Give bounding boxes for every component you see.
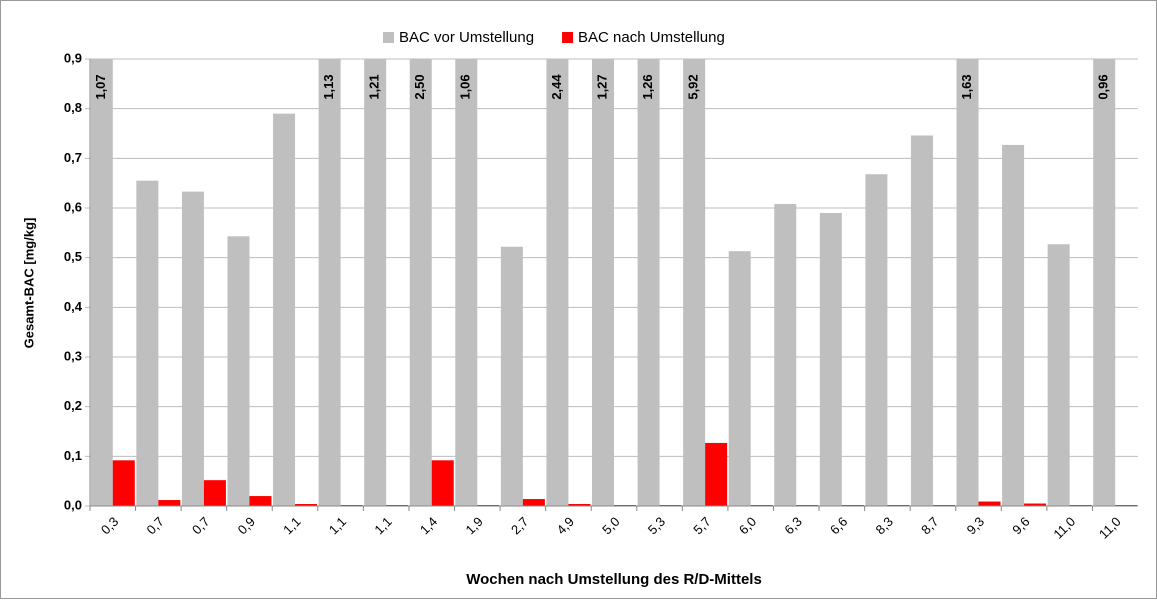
bar <box>728 251 751 506</box>
bar <box>249 496 272 506</box>
value-label: 1,63 <box>959 74 974 99</box>
y-tick-label: 0,5 <box>64 249 82 264</box>
bar <box>522 499 545 506</box>
bar <box>431 460 454 506</box>
bar <box>683 59 706 506</box>
value-label: 1,21 <box>367 74 382 99</box>
bar <box>273 113 296 506</box>
bar <box>90 59 113 506</box>
bar <box>158 500 181 506</box>
y-axis-label: Gesamt-BAC [mg/kg] <box>21 218 36 349</box>
legend-label: BAC vor Umstellung <box>399 29 534 46</box>
value-label: 2,50 <box>412 74 427 99</box>
bar <box>364 59 387 506</box>
value-label: 1,13 <box>321 74 336 99</box>
bar <box>592 59 614 506</box>
bar <box>637 59 660 506</box>
bar <box>1093 59 1116 506</box>
x-axis-label: Wochen nach Umstellung des R/D-Mittels <box>466 571 762 588</box>
bar <box>546 59 569 506</box>
y-tick-label: 0,6 <box>64 199 82 214</box>
value-label: 2,44 <box>549 74 564 100</box>
bar <box>978 501 1001 506</box>
bar <box>568 504 591 506</box>
bar <box>181 191 204 506</box>
bar <box>910 135 933 506</box>
value-label: 1,06 <box>458 74 473 99</box>
bar <box>455 59 478 506</box>
bar <box>1002 144 1025 506</box>
y-tick-label: 0,0 <box>64 497 82 512</box>
bar <box>865 174 888 506</box>
bar <box>1047 244 1070 506</box>
y-tick-label: 0,3 <box>64 348 82 363</box>
bar <box>500 246 523 506</box>
bar <box>318 59 341 506</box>
bar <box>203 480 226 506</box>
bar <box>409 59 432 506</box>
bar <box>1024 503 1047 506</box>
bar <box>136 180 159 506</box>
value-label: 0,96 <box>1096 74 1111 99</box>
bar <box>774 204 797 506</box>
y-tick-label: 0,1 <box>64 448 82 463</box>
value-label: 1,26 <box>640 74 655 99</box>
legend-swatch <box>383 32 394 43</box>
bar <box>227 236 250 506</box>
bar <box>705 442 728 506</box>
value-label: 1,27 <box>594 74 609 99</box>
legend-swatch <box>562 32 574 43</box>
bar <box>956 59 979 506</box>
legend-label: BAC nach Umstellung <box>578 29 725 46</box>
bar <box>819 212 842 506</box>
y-tick-label: 0,9 <box>64 50 82 65</box>
y-tick-label: 0,4 <box>64 299 83 314</box>
value-label: 1,07 <box>93 74 108 99</box>
y-tick-label: 0,7 <box>64 150 82 165</box>
bar <box>112 460 135 506</box>
y-tick-label: 0,2 <box>64 398 82 413</box>
bars <box>90 59 1138 506</box>
y-tick-label: 0,8 <box>64 100 82 115</box>
value-label: 5,92 <box>686 74 701 99</box>
bar <box>295 504 318 506</box>
